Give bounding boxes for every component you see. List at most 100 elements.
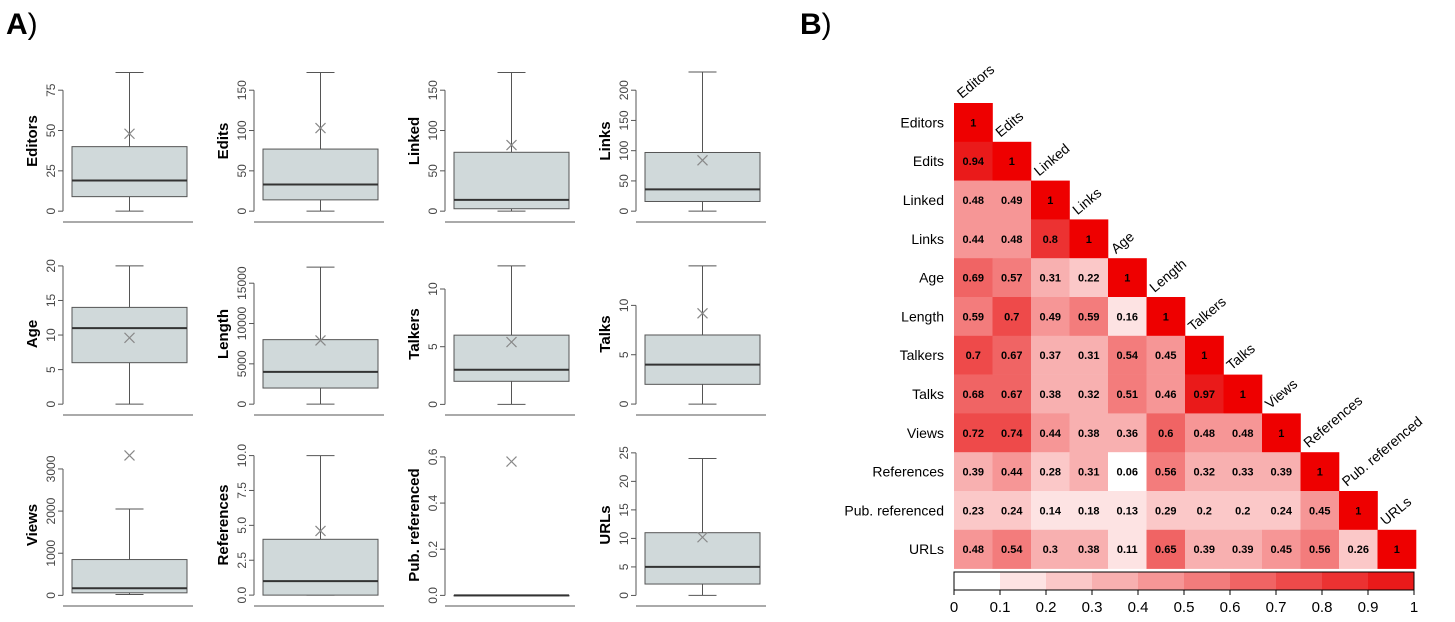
heatmap-cell: 0.23 — [954, 491, 993, 531]
heatmap-cell: 1 — [1146, 297, 1186, 337]
heatmap-cell-value: 0.7 — [1004, 311, 1019, 323]
heatmap-cell-fill — [1069, 335, 1109, 375]
y-tick-label: 15 — [44, 293, 58, 307]
y-tick-label: 20 — [617, 474, 631, 488]
colorbar-segment — [1230, 572, 1277, 590]
heatmap-cell: 0.36 — [1108, 413, 1147, 453]
y-tick-label: 0.0 — [426, 587, 440, 604]
heatmap-cell-value: 0.33 — [1232, 467, 1253, 479]
heatmap-cell: 0.31 — [1069, 335, 1109, 375]
heatmap-cell-value: 0.94 — [963, 156, 985, 168]
row-label-linked: Linked — [903, 192, 944, 208]
y-tick-label: 10 — [617, 531, 631, 545]
heatmap-cell: 0.54 — [992, 529, 1032, 569]
heatmap-cell-fill — [1223, 491, 1263, 531]
heatmap-cell-value: 0.28 — [1040, 467, 1061, 479]
column-label-length: Length — [1146, 256, 1189, 296]
heatmap-cell: 1 — [1185, 335, 1224, 375]
heatmap-cell: 0.37 — [1031, 335, 1070, 375]
y-axis-label: Talkers — [406, 308, 423, 359]
heatmap-cell-value: 0.49 — [1040, 311, 1061, 323]
y-tick-label: 5 — [44, 366, 58, 373]
heatmap-cell-fill — [1223, 413, 1263, 453]
heatmap-cell-value: 0.29 — [1155, 505, 1176, 517]
y-tick-label: 0 — [44, 208, 58, 215]
colorbar-tick-label: 0 — [950, 599, 958, 616]
iqr-box — [644, 532, 761, 585]
heatmap-cell: 1 — [1339, 491, 1378, 531]
heatmap-cell: 0.45 — [1146, 335, 1186, 375]
heatmap-cell: 0.13 — [1108, 491, 1147, 531]
y-tick-label: 0 — [426, 401, 440, 408]
heatmap-cell-value: 0.36 — [1117, 428, 1138, 440]
heatmap-cell-fill — [992, 491, 1032, 531]
heatmap-cell-value: 0.54 — [1117, 350, 1139, 362]
heatmap-cell-fill — [1031, 413, 1070, 453]
heatmap-cell: 1 — [1223, 374, 1263, 414]
panel-label-a-letter: A — [6, 8, 28, 41]
row-label-age: Age — [919, 270, 944, 286]
heatmap-cell-value: 0.69 — [963, 273, 984, 285]
heatmap-cell-fill — [1185, 413, 1224, 453]
heatmap-cell-value: 1 — [1163, 311, 1169, 323]
y-axis-label: Views — [24, 504, 41, 546]
colorbar-segment — [1046, 572, 1093, 590]
heatmap-cell-fill — [1108, 297, 1147, 337]
heatmap-cell-fill — [1069, 529, 1109, 569]
mean-marker — [315, 335, 326, 346]
column-label-pub-referenced: Pub. referenced — [1339, 413, 1426, 489]
heatmap-cell-value: 0.51 — [1117, 389, 1138, 401]
heatmap-cell-value: 0.37 — [1040, 350, 1061, 362]
mean-marker — [697, 531, 708, 543]
heatmap-cell-fill — [954, 219, 993, 259]
colorbar-segment — [1092, 572, 1139, 590]
heatmap-cell-value: 0.59 — [963, 311, 984, 323]
heatmap-cell-value: 0.39 — [1232, 544, 1253, 556]
y-tick-label: 200 — [617, 80, 631, 100]
boxplot-urls: 0 5 10 15 20 25 URLs — [597, 446, 766, 607]
heatmap-cell-value: 0.48 — [963, 195, 984, 207]
heatmap-cell: 0.48 — [1185, 413, 1224, 453]
heatmap-cell-fill — [954, 529, 993, 569]
y-axis-label: References — [215, 485, 232, 566]
heatmap-cell-fill — [1223, 452, 1263, 492]
heatmap-cell-value: 0.2 — [1235, 505, 1250, 517]
heatmap-cell: 0.31 — [1031, 258, 1070, 298]
heatmap-cell-fill — [1031, 452, 1070, 492]
heatmap-cell-fill — [1300, 529, 1340, 569]
heatmap-cell-value: 1 — [970, 117, 976, 129]
heatmap-cell: 0.74 — [992, 413, 1032, 453]
heatmap-cell: 0.6 — [1146, 413, 1186, 453]
panel-label-b-letter: B — [800, 8, 822, 41]
heatmap-cell-fill — [992, 413, 1032, 453]
heatmap-cell: 0.2 — [1223, 491, 1263, 531]
y-tick-label: 0.0 — [235, 586, 249, 603]
heatmap-cell-value: 0.74 — [1001, 428, 1023, 440]
heatmap-cell: 0.24 — [1262, 491, 1301, 531]
iqr-box — [71, 306, 188, 364]
heatmap-cell-value: 1 — [1009, 156, 1015, 168]
row-label-urls: URLs — [909, 541, 944, 557]
row-label-links: Links — [911, 231, 944, 247]
y-tick-label: 2000 — [44, 497, 58, 524]
y-axis-label: Pub. referenced — [406, 468, 423, 581]
heatmap-cell-value: 0.57 — [1001, 273, 1022, 285]
heatmap-cell: 0.44 — [992, 452, 1032, 492]
mean-marker-stroke — [506, 336, 517, 348]
row-label-edits: Edits — [913, 153, 944, 169]
heatmap-cell: 0.48 — [954, 180, 993, 220]
y-axis-label: URLs — [597, 505, 614, 544]
heatmap-cell-fill — [1069, 258, 1109, 298]
heatmap-cell-value: 0.7 — [966, 350, 981, 362]
y-tick-label: 50 — [617, 174, 631, 188]
heatmap-cell-fill — [954, 103, 993, 143]
heatmap-cell: 0.38 — [1069, 413, 1109, 453]
heatmap-cell-value: 0.49 — [1001, 195, 1022, 207]
y-tick-label: 25 — [617, 446, 631, 460]
heatmap-cell: 0.18 — [1069, 491, 1109, 531]
heatmap-cell-fill — [1069, 413, 1109, 453]
heatmap-cell-value: 0.48 — [1194, 428, 1215, 440]
column-label-talkers: Talkers — [1185, 293, 1229, 334]
row-label-length: Length — [901, 308, 944, 324]
y-tick-label: 5.0 — [235, 517, 249, 534]
